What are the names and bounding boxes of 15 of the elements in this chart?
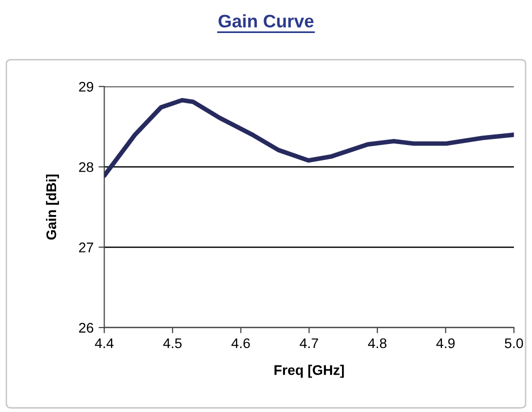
y-tick-label: 29 bbox=[79, 82, 94, 92]
x-tick-label: 4.8 bbox=[368, 338, 386, 348]
x-tick-label: 4.7 bbox=[300, 338, 318, 348]
y-tick-label: 26 bbox=[79, 322, 94, 333]
x-axis-title: Freq [GHz] bbox=[274, 364, 344, 378]
x-tick-label: 4.5 bbox=[163, 338, 182, 348]
x-tick-label: 4.6 bbox=[231, 338, 250, 348]
y-tick-label: 27 bbox=[79, 242, 94, 252]
x-tick-label: 4.9 bbox=[436, 338, 455, 348]
x-tick-label: 5.0 bbox=[504, 338, 524, 348]
x-tick-label: 4.4 bbox=[94, 338, 114, 348]
y-axis-title: Gain [dBi] bbox=[46, 174, 59, 240]
line-series bbox=[104, 98, 514, 178]
chart-title: Gain Curve bbox=[218, 14, 314, 28]
y-tick-label: 28 bbox=[79, 162, 94, 172]
